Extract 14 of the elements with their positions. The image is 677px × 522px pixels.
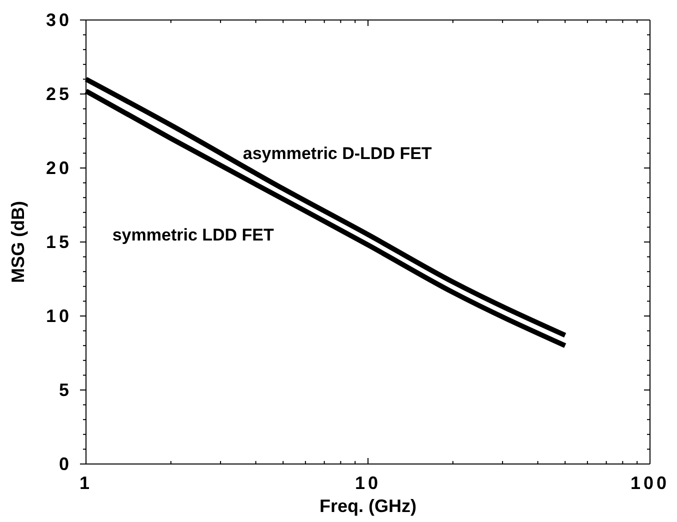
x-tick-label: 1 — [79, 472, 93, 493]
y-axis-title: MSG (dB) — [8, 201, 28, 283]
series-label: symmetric LDD FET — [112, 226, 274, 245]
y-tick-label: 10 — [46, 306, 72, 326]
y-tick-label: 5 — [58, 380, 72, 400]
x-tick-label: 100 — [630, 472, 670, 493]
x-axis-title: Freq. (GHz) — [320, 496, 416, 516]
y-tick-label: 25 — [46, 84, 72, 104]
y-tick-label: 20 — [46, 158, 72, 178]
y-tick-label: 30 — [46, 10, 72, 30]
x-tick-label: 10 — [354, 472, 382, 493]
series-label: asymmetric D-LDD FET — [242, 144, 432, 164]
y-tick-label: 15 — [46, 232, 72, 252]
y-tick-label: 0 — [58, 454, 72, 474]
